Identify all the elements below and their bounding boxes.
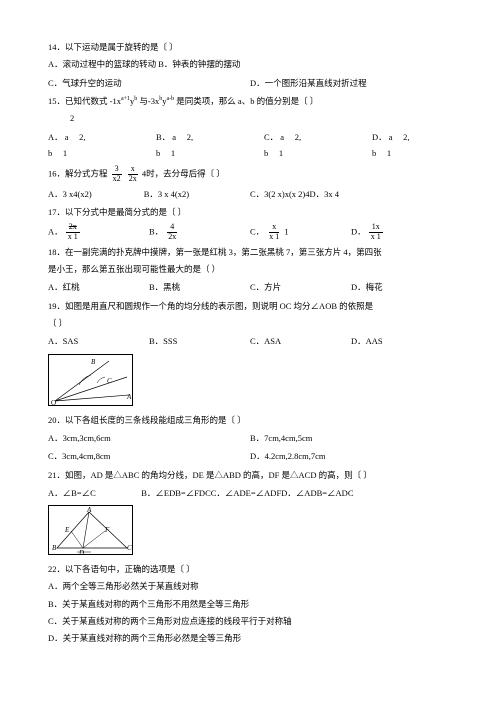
q22-b: B．关于某直线对称的两个三角形不用然是全等三角形	[48, 597, 452, 612]
q20-ab: A．3cm,3cm,6cm B．7cm,4cm,5cm	[48, 431, 452, 446]
svg-text:A: A	[86, 506, 92, 514]
q14-opt-c: C．气球升空的运动	[48, 76, 250, 91]
q22-stem: 22．以下各语句中，正确的选项是〔 〕	[48, 562, 452, 577]
q20-cd: C．3cm,4cm,8cm D．4.2cm,2.8cm,7cm	[48, 449, 452, 464]
q15-options: A． a 2, b 1 B． a 2, b 1 C． a 2, b 1 D． a…	[48, 130, 452, 161]
q20-stem: 20．以下各组长度的三条线段能组成三角形的是〔 〕	[48, 413, 452, 428]
q14-stem: 14．以下运动是属于旋转的是〔 〕	[48, 40, 452, 55]
svg-text:B: B	[91, 358, 96, 366]
svg-text:E: E	[64, 526, 70, 534]
q15-sub: 2	[70, 111, 452, 126]
q22-a: A．两个全等三角形必然关于某直线对称	[48, 579, 452, 594]
q22-c: C．关于某直线对称的两个三角形对应点连接的线段平行于对称轴	[48, 614, 452, 629]
svg-text:O: O	[51, 399, 56, 407]
q18-l1: 18．在一副完满的扑克牌中摸牌，第一张是红桃 3，第二张黑桃 7，第三张方片 4…	[48, 245, 452, 260]
q17-stem: 17．以下分式中是最简分式的是〔 〕	[48, 205, 452, 220]
svg-text:F: F	[104, 526, 110, 534]
q18-options: A．红桃 B．黑桃 C．方片 D．梅花	[48, 280, 452, 295]
q19-options: A．SAS B．SSS C．ASA D．AAS	[48, 334, 452, 349]
svg-text:C: C	[107, 377, 112, 385]
q19-l2: 〔 〕	[48, 316, 452, 331]
q22-d: D．关于某直线对称的两个三角形必然是全等三角形	[48, 631, 452, 646]
svg-text:C: C	[127, 544, 132, 552]
svg-text:D: D	[78, 549, 84, 556]
q21-figure: A B C D E F	[48, 505, 133, 555]
q19-l1: 19．如图是用直尺和圆规作一个角的均分线的表示图，则说明 OC 均分∠AOB 的…	[48, 299, 452, 314]
q15-stem: 15．已知代数式 -1xa+1yb 与-3xbya-b 是同类项，那么 a、b …	[48, 94, 452, 109]
svg-text:A: A	[126, 393, 132, 401]
q21-options: A．∠B=∠C B．∠EDB=∠FDCC．∠ADE=∠ADFD．∠ADB=∠AD…	[48, 486, 452, 501]
q14-opt-d: D．一个图形沿某直线对折过程	[250, 76, 452, 91]
q17-options: A． 2xx 1 B． 42x C． xx 1 1 D． 1xx 1	[48, 223, 452, 242]
q16-options: A．3 x4(x2) B．3 x 4(x2) C．3(2 x)x(x 2)4D．…	[48, 187, 452, 202]
q19-figure: O B C A	[48, 354, 133, 406]
q18-l2: 是小王，那么第五张出现可能性最大的是（ ）	[48, 262, 452, 277]
q21-stem: 21．如图，AD 是△ABC 的角均分线，DE 是△ABD 的高，DF 是△AC…	[48, 468, 452, 483]
svg-text:B: B	[52, 544, 57, 552]
q14-opt-ab: A．滚动过程中的篮球的转动 B．钟表的钟摆的摆动	[48, 57, 452, 72]
q16-stem: 16．解分式方程 3x2 x2x 4时，去分母后得〔 〕	[48, 165, 452, 184]
